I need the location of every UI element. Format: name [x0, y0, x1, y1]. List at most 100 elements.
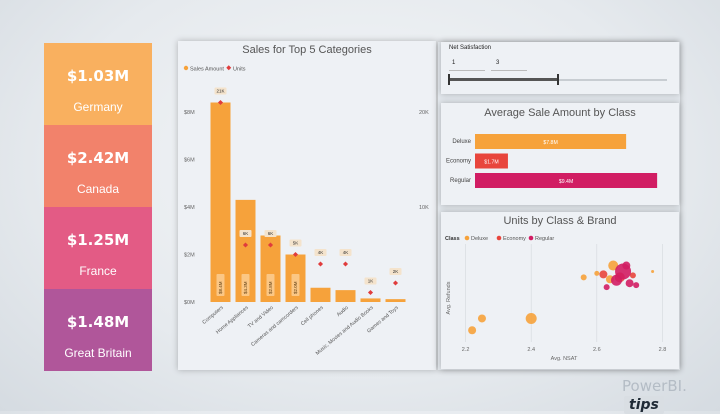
slicer-max-value: 3	[496, 60, 500, 66]
sales-bar	[385, 299, 406, 302]
kpi-value: $2.42M	[66, 149, 130, 167]
units-label-bg	[314, 249, 327, 256]
scatter-point	[603, 284, 610, 291]
units-marker	[317, 261, 324, 267]
units-label-bg	[264, 230, 277, 237]
sales-data-label: $4.3M	[243, 281, 248, 294]
sales-bar	[360, 298, 381, 302]
scatter-point	[594, 270, 600, 276]
class-label: Economy	[446, 159, 471, 165]
x-tick: 2.2	[462, 347, 470, 353]
sales-bar	[335, 290, 356, 302]
legend-label: Deluxe	[471, 236, 488, 242]
units-label-bg	[389, 268, 402, 275]
units-label-bg	[364, 277, 377, 285]
kpi-value: $1.25M	[66, 231, 130, 249]
units-marker	[292, 251, 299, 258]
avg-sale-bar	[475, 153, 508, 169]
units-label-bg	[214, 87, 227, 95]
units-data-label: 2K	[393, 269, 399, 274]
x-tick: 2.6	[593, 347, 601, 353]
slicer-range-fill	[449, 78, 558, 81]
units-marker	[342, 261, 349, 267]
sales-bar	[310, 287, 331, 302]
sales-chart: Sales Amount Units $0M $2M $4M $6M $8M 10K 20K $8…	[183, 65, 429, 357]
scatter-point	[477, 314, 486, 323]
legend-label: Economy	[503, 236, 526, 242]
category-label: Cameras and camcorders	[250, 305, 300, 348]
units-data-label: 6K	[268, 231, 274, 236]
sales-label-bg	[291, 274, 300, 296]
category-label: Audio	[336, 305, 350, 318]
net-satisfaction-slicer[interactable]: Net Satisfaction 1 3	[441, 42, 679, 94]
legend-sales-marker	[183, 65, 189, 71]
units-label-bg	[239, 230, 252, 237]
units-data-label: 1K	[368, 279, 374, 284]
avg-sale-panel[interactable]: Average Sale Amount by Class Deluxe $7.8M…	[441, 103, 679, 205]
class-label: Regular	[450, 178, 471, 184]
brand-text: PowerBI.	[622, 377, 687, 395]
kpi-label: Canada	[76, 182, 120, 196]
units-data-label: 4K	[318, 250, 324, 255]
scatter-point	[651, 269, 655, 273]
scatter-point	[608, 260, 619, 271]
y-left-tick: $8M	[184, 110, 195, 116]
class-label: Deluxe	[452, 139, 471, 145]
scatter-point	[468, 326, 477, 335]
x-axis-label: Avg. NSAT	[551, 356, 578, 362]
y-left-tick: $2M	[184, 253, 195, 259]
sales-bar	[210, 102, 231, 302]
units-scatter-chart: Class Deluxe Economy Regular 2.2 2.4 2.6 2.8 Avg…	[445, 235, 667, 362]
slicer-min-value: 1	[452, 60, 456, 66]
kpi-label: Germany	[73, 100, 123, 114]
scatter-point	[629, 272, 636, 279]
kpi-tile-canada[interactable]: $2.42M Canada	[44, 125, 152, 207]
avg-sale-chart: Deluxe $7.8M Economy $1.7M Regular $9.4M	[446, 134, 658, 188]
units-marker	[242, 242, 249, 248]
sales-bar	[260, 235, 281, 302]
units-scatter-panel[interactable]: Units by Class & Brand Class Deluxe Econom…	[441, 212, 679, 369]
scatter-point	[633, 282, 640, 289]
slicer-handle-low[interactable]	[448, 74, 450, 85]
y-left-tick: $4M	[184, 205, 195, 211]
units-marker	[267, 242, 274, 248]
scatter-point	[611, 274, 622, 286]
sales-chart-panel[interactable]: Sales for Top 5 Categories Sales Amount U…	[178, 41, 436, 370]
scatter-point	[622, 261, 631, 270]
avg-sale-bar	[475, 134, 627, 149]
sales-data-label: $2.8M	[268, 281, 273, 294]
kpi-value: $1.48M	[66, 313, 130, 331]
sales-label-bg	[266, 274, 275, 296]
sales-data-label: $8.4M	[218, 281, 223, 294]
units-label-bg	[339, 249, 352, 256]
x-tick: 2.8	[659, 347, 667, 353]
slicer-max-input[interactable]: 3	[491, 57, 527, 71]
kpi-tile-germany[interactable]: $1.03M Germany	[44, 43, 152, 125]
slicer-handle-high[interactable]	[557, 74, 559, 85]
legend-label: Regular	[535, 236, 554, 242]
scatter-title: Units by Class & Brand	[503, 215, 617, 227]
legend-marker	[528, 235, 534, 241]
kpi-value: $1.03M	[66, 67, 130, 85]
sales-label-bg	[216, 274, 225, 296]
kpi-tile-great-britain[interactable]: $1.48M Great Britain	[44, 289, 152, 371]
avg-sale-label: $9.4M	[559, 179, 573, 185]
legend-marker	[496, 235, 502, 241]
y-left-tick: $6M	[184, 158, 195, 164]
sales-label-bg	[241, 274, 250, 296]
y-left-tick: $0M	[184, 300, 195, 306]
brand-tag: tips	[624, 396, 664, 414]
category-label: Cell phones	[300, 305, 325, 327]
legend-label: Units	[233, 67, 246, 73]
scatter-point	[625, 279, 634, 288]
legend-title: Class	[445, 236, 460, 242]
powerbi-tips-logo: PowerBI.tips	[622, 377, 720, 414]
units-label-bg	[289, 239, 302, 247]
units-data-label: 6K	[243, 231, 249, 236]
legend-units-marker	[226, 65, 232, 71]
x-tick: 2.4	[527, 347, 535, 353]
category-label: Computers	[201, 305, 225, 326]
slicer-min-input[interactable]: 1	[449, 57, 485, 71]
sales-data-label: $2.0M	[293, 281, 298, 294]
kpi-tile-france[interactable]: $1.25M France	[44, 207, 152, 289]
